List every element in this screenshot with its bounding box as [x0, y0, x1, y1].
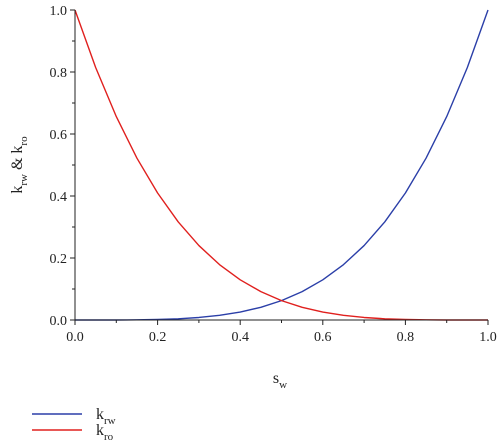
- plot-lines: [74, 9, 489, 321]
- y-tick-label: 1.0: [50, 4, 68, 19]
- y-tick-label: 0.0: [50, 314, 68, 329]
- x-axis-title: sw: [273, 370, 287, 391]
- x-tick-label: 0.0: [66, 330, 84, 345]
- legend-label-krw: krw: [96, 406, 116, 427]
- x-tick-label: 0.2: [149, 330, 167, 345]
- y-axis-title: krw & kro: [9, 136, 30, 194]
- y-tick-label: 0.6: [50, 128, 68, 143]
- series-line-kro: [74, 9, 488, 321]
- x-axis-ticks: 0.0 0.2 0.4 0.6 0.8 1.0: [66, 320, 497, 345]
- y-tick-label: 0.8: [50, 66, 68, 81]
- axes: [74, 10, 488, 321]
- legend-label-kro: kro: [96, 422, 114, 443]
- x-tick-label: 0.4: [231, 330, 249, 345]
- y-tick-label: 0.4: [50, 190, 68, 205]
- x-tick-label: 0.8: [397, 330, 415, 345]
- y-tick-label: 0.2: [50, 252, 68, 267]
- series-line-krw: [75, 9, 489, 321]
- y-axis-ticks: 0.0 0.2 0.4 0.6 0.8 1.0: [50, 4, 75, 329]
- legend: krw kro: [32, 406, 116, 443]
- x-tick-label: 0.6: [314, 330, 332, 345]
- x-tick-label: 1.0: [479, 330, 497, 345]
